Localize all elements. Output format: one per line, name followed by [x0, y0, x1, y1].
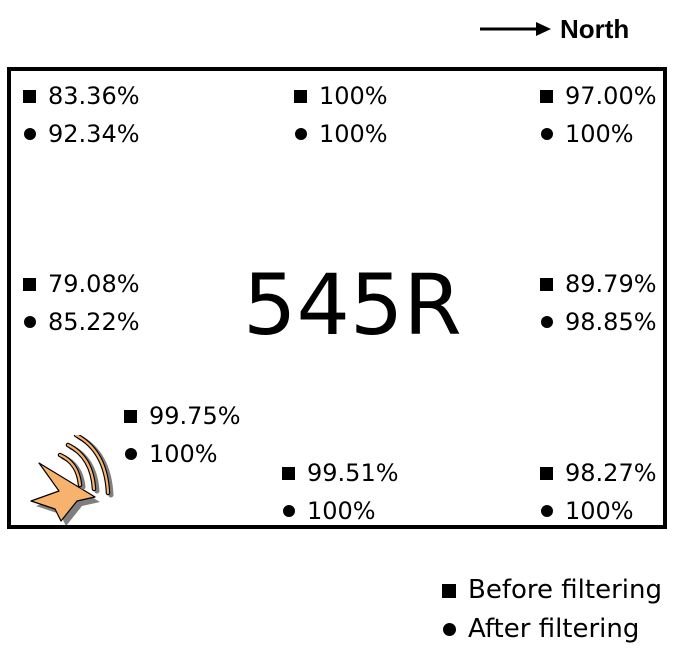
circle-marker-icon — [24, 316, 36, 328]
before-value: 100% — [319, 82, 388, 110]
legend: Before filtering After filtering — [442, 571, 662, 649]
after-value: 100% — [565, 120, 634, 148]
square-marker-icon — [442, 583, 456, 598]
before-value: 98.27% — [565, 459, 657, 487]
legend-label-before: Before filtering — [468, 575, 662, 605]
cell-bottom-center: 99.51% 100% — [282, 454, 399, 530]
before-value: 83.36% — [48, 82, 140, 110]
before-value: 99.51% — [307, 459, 399, 487]
circle-marker-icon — [125, 448, 137, 460]
square-marker-icon — [282, 466, 295, 480]
after-value: 100% — [307, 497, 376, 525]
cell-bottom-right: 98.27% 100% — [540, 454, 657, 530]
right-arrow-icon — [480, 22, 551, 36]
cell-lower-left: 99.75% 100% — [124, 397, 241, 473]
north-label: North — [560, 13, 630, 44]
cell-top-center: 100% 100% — [294, 77, 388, 153]
square-marker-icon — [124, 409, 137, 423]
square-marker-icon — [540, 466, 553, 480]
legend-item-before: Before filtering — [442, 571, 662, 610]
circle-marker-icon — [443, 623, 456, 636]
room-floorplan: 83.36% 92.34% 100% 100% 97.00% 100% 79.0… — [7, 67, 667, 529]
cell-top-right: 97.00% 100% — [540, 77, 657, 153]
before-value: 89.79% — [565, 270, 657, 298]
after-value: 100% — [565, 497, 634, 525]
square-marker-icon — [294, 89, 307, 103]
square-marker-icon — [540, 89, 553, 103]
legend-label-after: After filtering — [468, 614, 640, 644]
cell-middle-right: 89.79% 98.85% — [540, 265, 657, 341]
circle-marker-icon — [295, 128, 307, 140]
circle-marker-icon — [541, 505, 553, 517]
room-id-label: 545R — [243, 256, 462, 354]
after-value: 100% — [149, 440, 218, 468]
legend-item-after: After filtering — [442, 610, 662, 649]
circle-marker-icon — [283, 505, 295, 517]
after-value: 92.34% — [48, 120, 140, 148]
square-marker-icon — [23, 89, 36, 103]
after-value: 98.85% — [565, 308, 657, 336]
square-marker-icon — [540, 277, 553, 291]
speaker-icon — [30, 435, 114, 525]
cell-middle-left: 79.08% 85.22% — [23, 265, 140, 341]
circle-marker-icon — [24, 128, 36, 140]
after-value: 85.22% — [48, 308, 140, 336]
circle-marker-icon — [541, 316, 553, 328]
before-value: 79.08% — [48, 270, 140, 298]
before-value: 99.75% — [149, 402, 241, 430]
after-value: 100% — [319, 120, 388, 148]
circle-marker-icon — [541, 128, 553, 140]
north-indicator: North — [480, 14, 629, 44]
square-marker-icon — [23, 277, 36, 291]
before-value: 97.00% — [565, 82, 657, 110]
cell-top-left: 83.36% 92.34% — [23, 77, 140, 153]
